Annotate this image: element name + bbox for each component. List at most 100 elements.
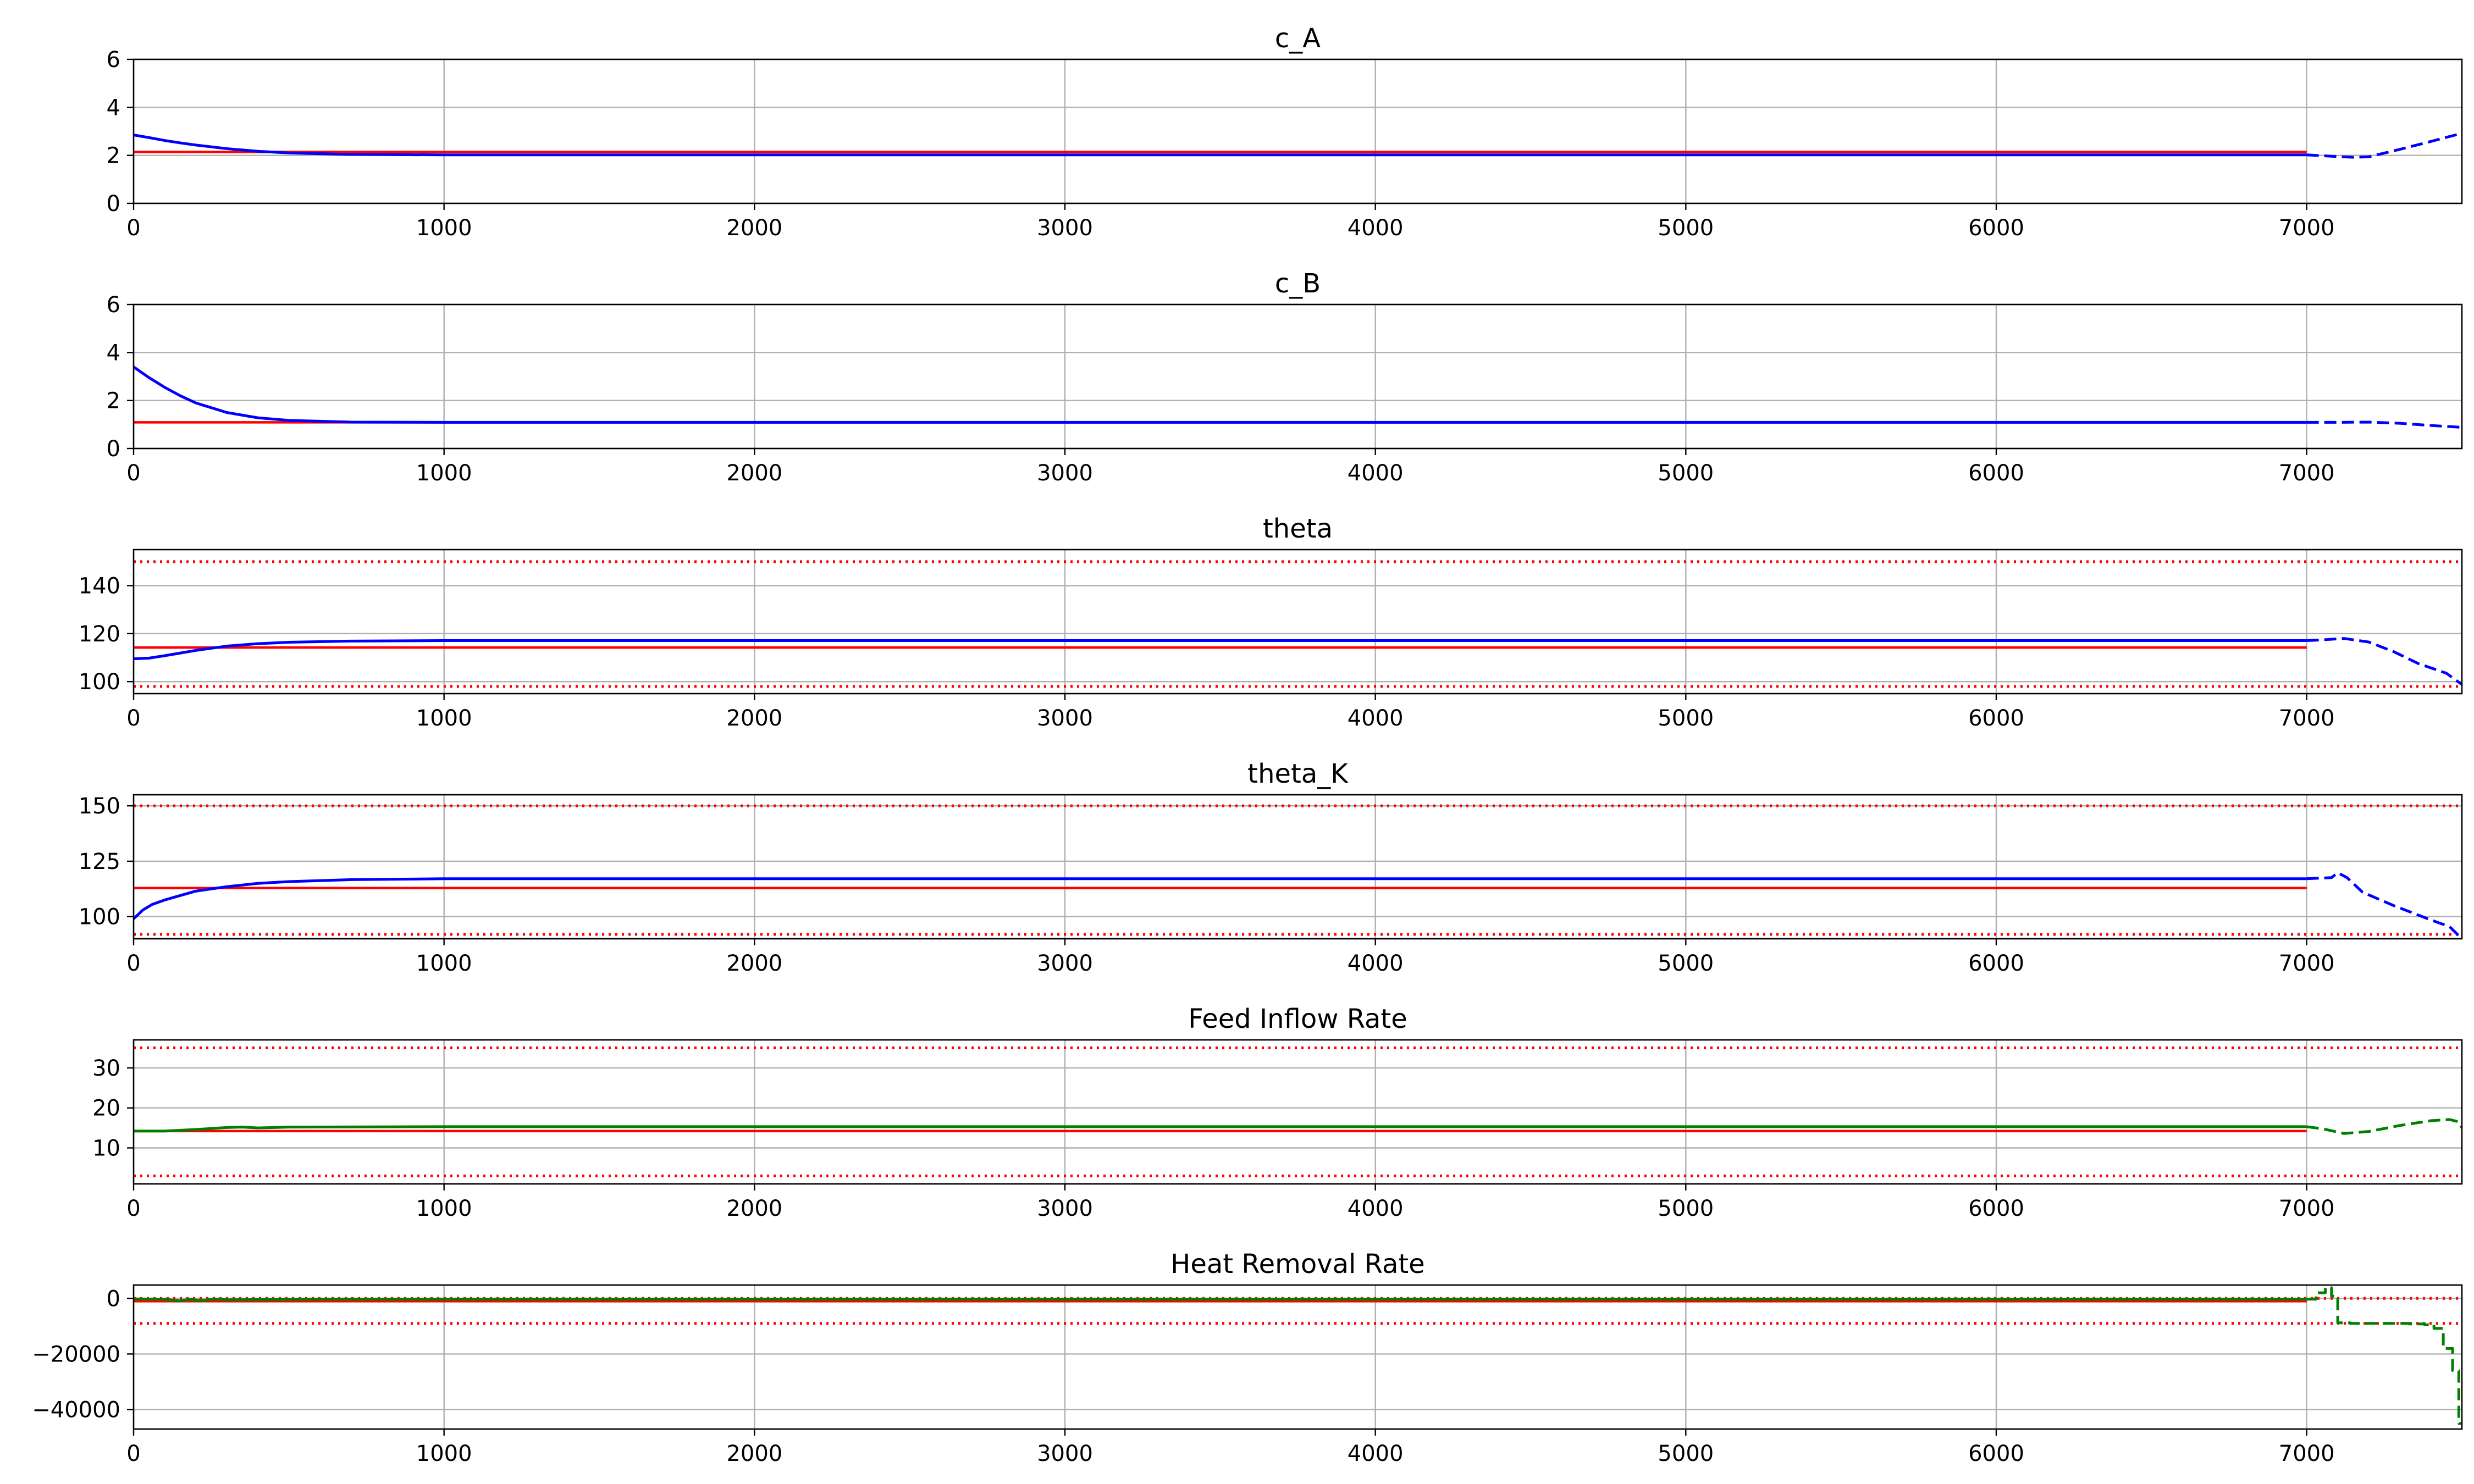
y-tick-label: 30 (92, 1056, 120, 1081)
x-tick-label: 4000 (1348, 706, 1404, 731)
x-tick-label: 1000 (416, 951, 472, 976)
y-tick-label: 140 (79, 574, 120, 599)
subplot-heat-removal-rate: Heat Removal Rate 0 1000 2000 3000 4000 5000 60… (32, 1249, 2463, 1466)
x-tick-label: 3000 (1037, 1196, 1093, 1221)
x-tick-label: 0 (126, 1196, 140, 1221)
x-tick-label: 0 (126, 706, 140, 731)
y-tick-label: 100 (79, 669, 120, 695)
subplot-theta: theta 0 1000 2000 3000 4000 5000 6000 7000 100 120… (79, 513, 2463, 731)
x-tick-label: 7000 (2279, 1441, 2335, 1466)
prediction-series (2306, 1118, 2462, 1135)
y-tick-label: 0 (107, 436, 120, 462)
x-tick-label: 0 (126, 461, 140, 486)
y-tick-label: −20000 (32, 1342, 120, 1367)
axes-frame (132, 794, 2463, 940)
x-tick-label: 4000 (1348, 1441, 1404, 1466)
x-tick-label: 6000 (1968, 1196, 2024, 1221)
y-tick-label: 6 (107, 292, 120, 318)
x-tick-label: 2000 (726, 461, 782, 486)
plot-area (134, 366, 2462, 429)
subplot-title: c_B (1275, 268, 1321, 299)
y-tick-label: 0 (107, 191, 120, 217)
x-tick-label: 5000 (1658, 706, 1714, 731)
x-tick-label: 6000 (1968, 706, 2024, 731)
x-tick-label: 4000 (1348, 1196, 1404, 1221)
x-tick-label: 0 (126, 951, 140, 976)
x-tick-label: 7000 (2279, 1196, 2335, 1221)
subplot-title: c_A (1275, 23, 1321, 54)
subplot-c-b: c_B 0 1000 2000 3000 4000 5000 6000 7000 0 2 4 6 (107, 268, 2463, 486)
axes-frame (132, 58, 2463, 204)
x-tick-label: 1000 (416, 461, 472, 486)
plot-area (134, 560, 2462, 688)
x-tick-label: 1000 (416, 706, 472, 731)
subplot-c-a: c_A 0 1000 2000 3000 4000 5000 6000 7000 0 2 4 6 (107, 23, 2463, 241)
x-tick-label: 7000 (2279, 706, 2335, 731)
y-tick-label: 6 (107, 47, 120, 73)
y-tick-label: −40000 (32, 1398, 120, 1423)
axes-frame (132, 1039, 2463, 1185)
y-tick-label: 2 (107, 389, 120, 414)
x-tick-label: 2000 (726, 706, 782, 731)
plot-area (134, 1046, 2462, 1177)
x-tick-label: 1000 (416, 1441, 472, 1466)
x-tick-label: 3000 (1037, 1441, 1093, 1466)
trajectory-series (134, 134, 2307, 157)
input-series (134, 1297, 2307, 1303)
trajectory-series (134, 639, 2307, 661)
y-tick-label: 0 (107, 1286, 120, 1311)
x-tick-label: 4000 (1348, 951, 1404, 976)
axes-frame (132, 303, 2463, 450)
x-tick-label: 3000 (1037, 215, 1093, 241)
x-tick-label: 6000 (1968, 1441, 2024, 1466)
x-tick-label: 2000 (726, 215, 782, 241)
axes-frame (132, 549, 2463, 695)
x-tick-label: 3000 (1037, 706, 1093, 731)
x-tick-label: 5000 (1658, 1196, 1714, 1221)
plot-area (134, 804, 2462, 939)
y-tick-label: 10 (92, 1136, 120, 1161)
x-tick-label: 4000 (1348, 461, 1404, 486)
x-tick-label: 7000 (2279, 215, 2335, 241)
x-tick-label: 4000 (1348, 215, 1404, 241)
plot-area (134, 1286, 2462, 1425)
prediction-series (2306, 1286, 2462, 1425)
x-tick-label: 5000 (1658, 461, 1714, 486)
x-tick-label: 6000 (1968, 951, 2024, 976)
plot-area (134, 132, 2462, 159)
x-tick-label: 2000 (726, 1196, 782, 1221)
y-tick-label: 4 (107, 340, 120, 366)
x-tick-label: 1000 (416, 1196, 472, 1221)
subplot-theta-k: theta_K 0 1000 2000 3000 4000 5000 6000 7000 100 1… (79, 758, 2463, 976)
x-tick-label: 5000 (1658, 1441, 1714, 1466)
y-tick-label: 120 (79, 622, 120, 647)
y-tick-label: 150 (79, 794, 120, 819)
prediction-series (2306, 871, 2462, 939)
prediction-series (2306, 132, 2462, 159)
y-tick-label: 4 (107, 95, 120, 120)
subplot-feed-inflow-rate: Feed Inflow Rate 0 1000 2000 3000 4000 5000 600… (92, 1004, 2463, 1221)
y-tick-label: 125 (79, 849, 120, 874)
subplot-title: theta (1263, 513, 1333, 544)
subplot-title: theta_K (1247, 758, 1349, 789)
y-tick-label: 100 (79, 905, 120, 930)
x-tick-label: 3000 (1037, 951, 1093, 976)
axes-frame (132, 1284, 2463, 1430)
y-tick-label: 20 (92, 1096, 120, 1121)
x-tick-label: 7000 (2279, 461, 2335, 486)
x-tick-label: 0 (126, 215, 140, 241)
prediction-series (2306, 637, 2462, 686)
input-series (134, 1125, 2307, 1133)
trajectory-series (134, 366, 2307, 424)
x-tick-label: 0 (126, 1441, 140, 1466)
subplot-title: Heat Removal Rate (1170, 1249, 1424, 1280)
x-tick-label: 2000 (726, 1441, 782, 1466)
x-tick-label: 2000 (726, 951, 782, 976)
x-tick-label: 1000 (416, 215, 472, 241)
trajectory-series (134, 877, 2307, 920)
prediction-series (2306, 420, 2462, 429)
x-tick-label: 3000 (1037, 461, 1093, 486)
x-tick-label: 5000 (1658, 951, 1714, 976)
y-tick-label: 2 (107, 143, 120, 169)
